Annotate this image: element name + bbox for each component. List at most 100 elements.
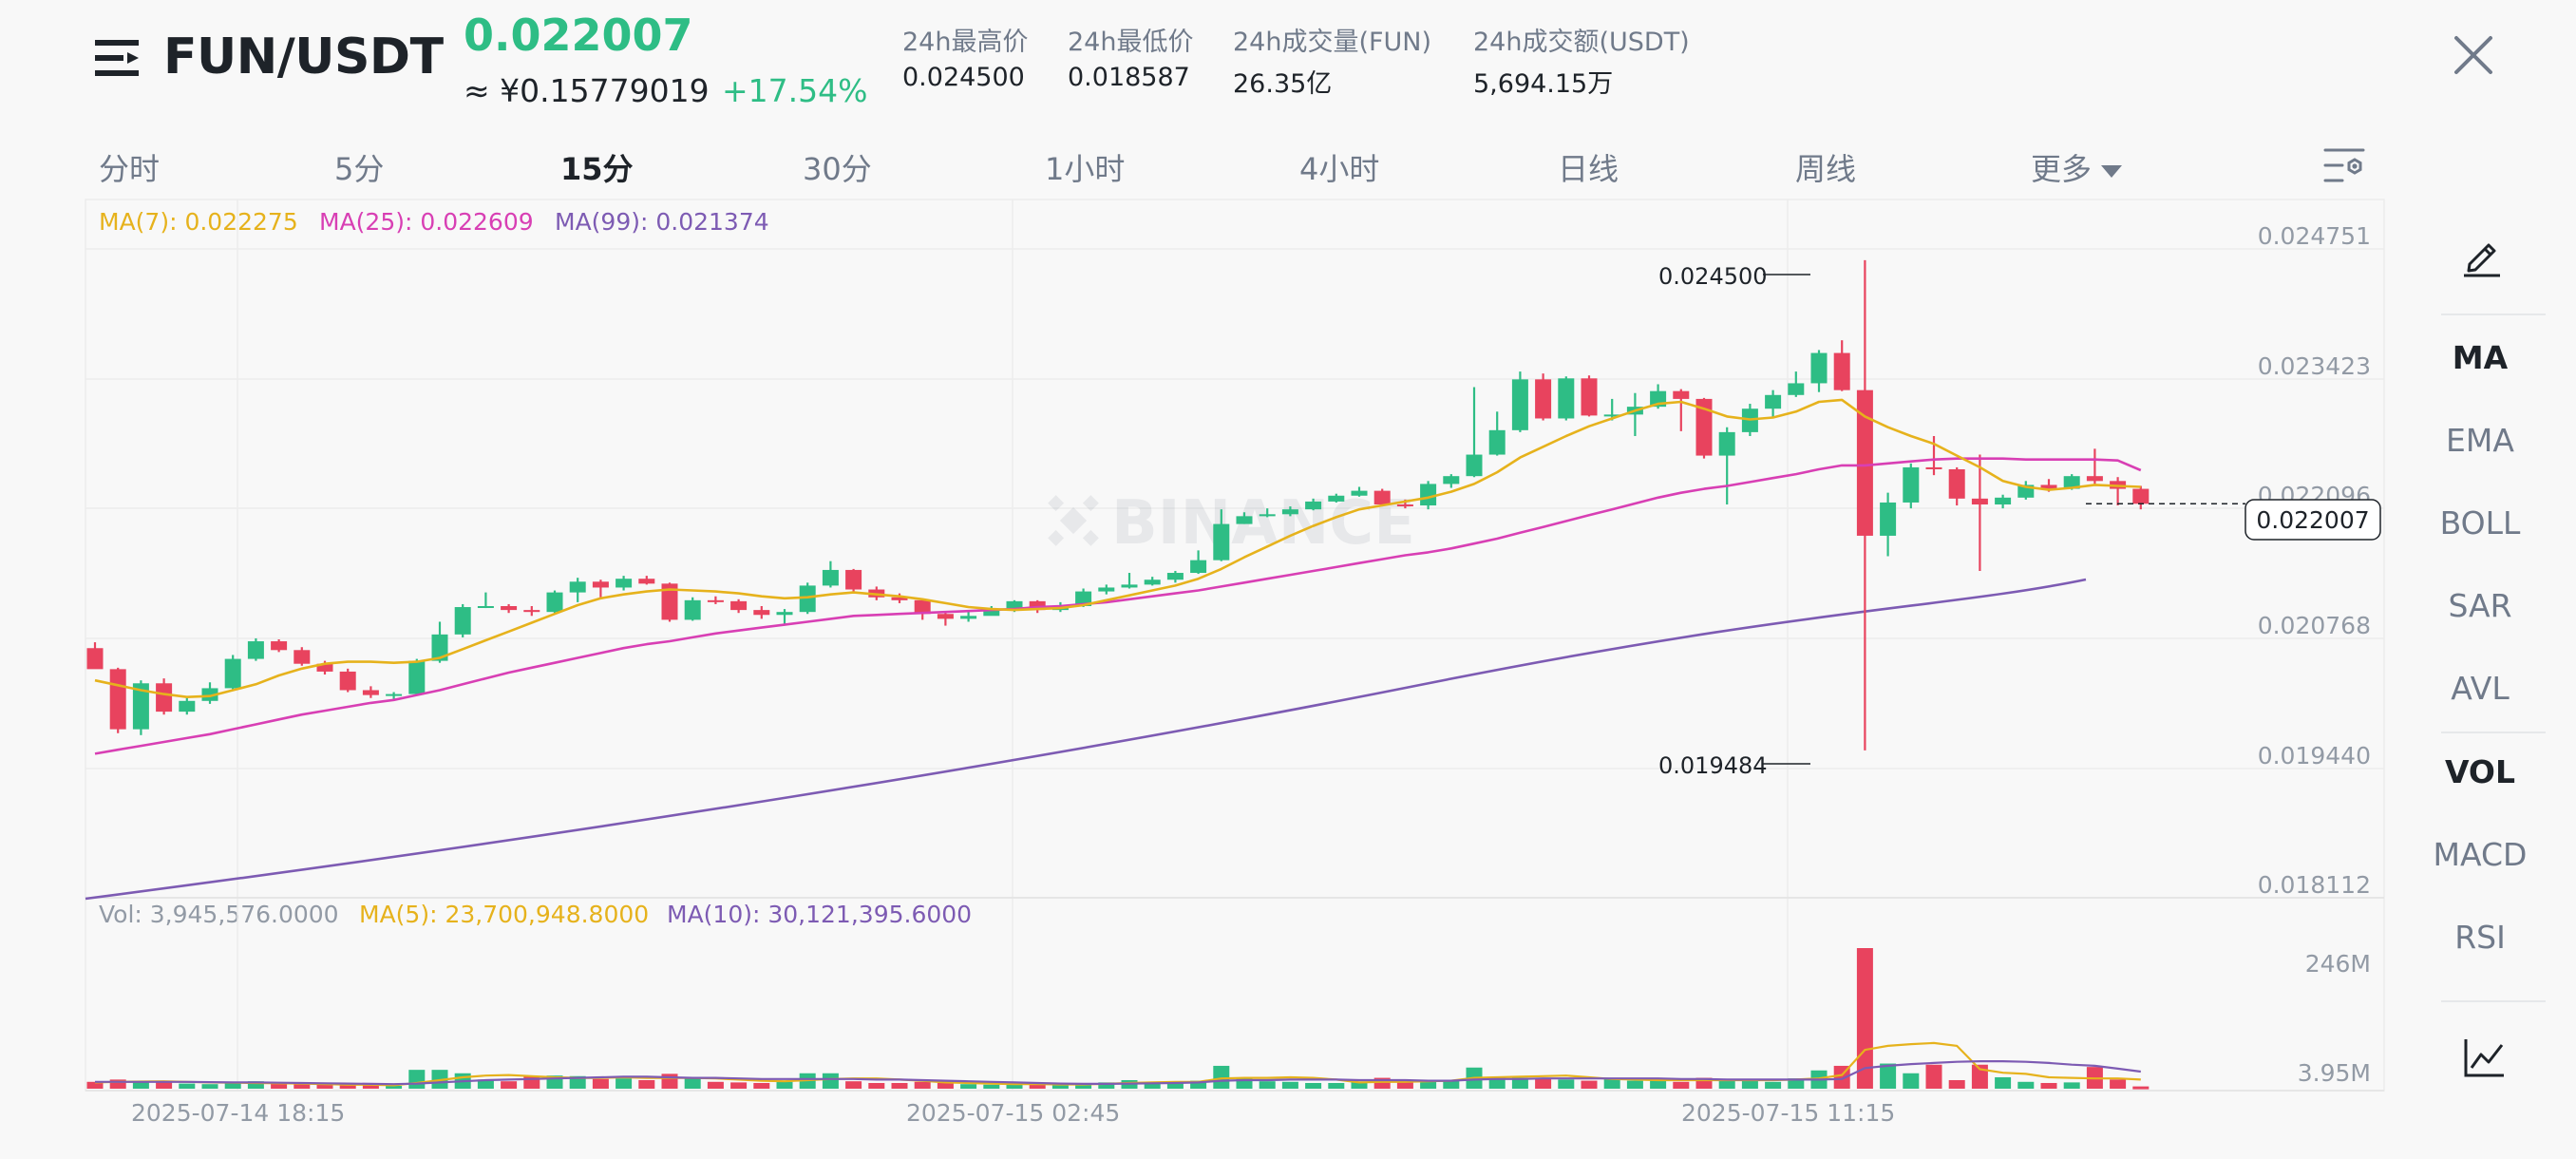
volume-bar xyxy=(638,1079,655,1089)
header: FUN/USDT 0.022007 ≈ ¥0.15779019 +17.54% … xyxy=(0,0,2576,133)
volume-bar xyxy=(224,1082,241,1089)
candle-body xyxy=(86,648,104,670)
indicator-rsi[interactable]: RSI xyxy=(2454,919,2506,956)
candle-body xyxy=(477,606,494,609)
volume-bar xyxy=(1925,1064,1942,1089)
price-tick: 0.019440 xyxy=(2258,742,2371,770)
candle-body xyxy=(1373,490,1391,505)
current-price-line: 0.022007 xyxy=(2086,499,2381,541)
volume-bar xyxy=(1673,1081,1690,1089)
tab-5m[interactable]: 5分 xyxy=(334,151,385,187)
candle-body xyxy=(684,599,701,620)
candle-body xyxy=(1880,502,1897,536)
candle-body xyxy=(937,614,954,619)
volume-bar xyxy=(109,1079,126,1089)
tab-1h[interactable]: 1小时 xyxy=(1045,151,1126,187)
volume-bar xyxy=(1741,1080,1758,1089)
tab-more[interactable]: 更多 xyxy=(2031,145,2123,189)
close-icon[interactable] xyxy=(2453,34,2494,76)
current-price-tag: 0.022007 xyxy=(2256,506,2369,534)
tab-1d[interactable]: 日线 xyxy=(1558,151,1619,187)
stat-volume-value: 26.35亿 xyxy=(1233,69,1333,99)
candle-body xyxy=(1603,414,1620,417)
candle-body xyxy=(2063,476,2080,489)
ma25-path xyxy=(94,457,2142,755)
candle-body xyxy=(362,690,379,695)
candle-body xyxy=(1166,573,1184,580)
candle-body xyxy=(546,592,563,613)
candle-body xyxy=(914,599,931,615)
candle-body xyxy=(845,569,862,590)
candle-body xyxy=(2132,488,2150,504)
price-tick: 0.020768 xyxy=(2258,612,2371,639)
tab-15m[interactable]: 15分 xyxy=(560,151,634,187)
ma99-path xyxy=(85,578,2087,901)
indicator-ma[interactable]: MA xyxy=(2452,339,2509,376)
volume-bar xyxy=(1420,1081,1437,1089)
volume-bar xyxy=(1581,1080,1598,1089)
indicator-avl[interactable]: AVL xyxy=(2451,670,2510,707)
candle-body xyxy=(1833,352,1850,390)
divider xyxy=(2441,314,2546,315)
volume-bar xyxy=(1603,1078,1620,1089)
tab-30m[interactable]: 30分 xyxy=(803,151,872,187)
volume-bar xyxy=(776,1081,793,1089)
candle-body xyxy=(799,585,816,613)
time-tick: 2025-07-15 11:15 xyxy=(1681,1099,1895,1127)
volume-bar xyxy=(386,1085,403,1089)
candle-body xyxy=(247,641,264,659)
candle-body xyxy=(1718,431,1735,456)
candle-body xyxy=(616,579,633,588)
tab-1w[interactable]: 周线 xyxy=(1795,151,1857,187)
volume-bar xyxy=(730,1082,748,1089)
volume-bar xyxy=(1880,1063,1897,1089)
candle-body xyxy=(1281,509,1298,515)
price-tick: 0.023423 xyxy=(2258,352,2371,380)
chart-settings-icon[interactable] xyxy=(2321,142,2367,188)
volume-bar xyxy=(1281,1081,1298,1089)
indicator-vol[interactable]: VOL xyxy=(2444,753,2516,790)
cny-price: ≈ ¥0.15779019 xyxy=(464,72,710,109)
indicator-sar[interactable]: SAR xyxy=(2448,587,2512,624)
candle-body xyxy=(408,660,426,694)
candle-body xyxy=(730,600,748,611)
stat-low-value: 0.018587 xyxy=(1068,63,1190,92)
pair-title[interactable]: FUN/USDT xyxy=(163,28,444,86)
volume-bar xyxy=(960,1084,977,1089)
volume-bar xyxy=(868,1082,885,1089)
time-tick: 2025-07-14 18:15 xyxy=(131,1099,345,1127)
indicator-ema[interactable]: EMA xyxy=(2446,422,2514,459)
volume-bar xyxy=(179,1083,196,1089)
volume-bar xyxy=(707,1081,724,1089)
divider xyxy=(2441,732,2546,733)
candle-body xyxy=(1558,378,1575,419)
tab-time-share[interactable]: 分时 xyxy=(99,151,161,187)
candle-body xyxy=(1305,501,1322,510)
candle-body xyxy=(1029,600,1046,611)
volume-bar xyxy=(661,1074,678,1089)
indicator-macd[interactable]: MACD xyxy=(2433,836,2528,873)
candle-body xyxy=(1259,514,1276,517)
indicator-boll[interactable]: BOLL xyxy=(2439,504,2521,542)
menu-icon[interactable] xyxy=(95,34,142,82)
volume-bar xyxy=(1075,1082,1092,1089)
low-marker-label: 0.019484 xyxy=(1658,752,1768,779)
tab-4h[interactable]: 4小时 xyxy=(1299,151,1380,187)
volume-bar xyxy=(616,1078,633,1089)
candle-body xyxy=(1673,390,1690,399)
candle-body xyxy=(983,610,1000,617)
chart-type-icon[interactable] xyxy=(2462,1036,2506,1079)
candle-body xyxy=(1351,490,1368,496)
high-marker: 0.024500 xyxy=(1658,263,1810,290)
draw-tool-icon[interactable] xyxy=(2460,234,2504,277)
stat-turnover-label: 24h成交额(USDT) xyxy=(1473,28,1690,57)
time-tick: 2025-07-15 02:45 xyxy=(906,1099,1120,1127)
volume-bar xyxy=(1098,1082,1115,1089)
change-percent: +17.54% xyxy=(722,72,868,109)
tab-more-label: 更多 xyxy=(2031,151,2093,187)
volume-bar xyxy=(501,1081,518,1089)
candle-body xyxy=(1075,591,1092,607)
volume-bar xyxy=(201,1084,218,1089)
volume-bar xyxy=(477,1079,494,1089)
